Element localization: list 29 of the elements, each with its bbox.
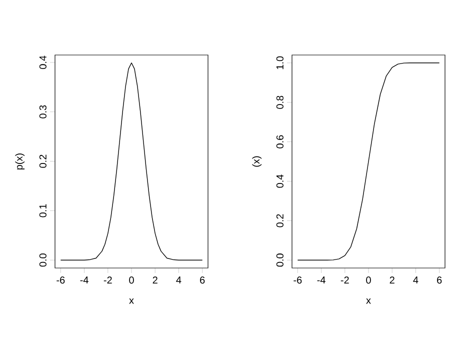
y-tick-label: 0.1 <box>39 204 46 218</box>
x-axis-title: x <box>129 298 134 304</box>
x-tick-label: 0 <box>366 276 371 284</box>
y-tick-label: 0.4 <box>276 174 284 188</box>
y-tick-label: 1.0 <box>276 56 284 70</box>
x-tick-label: -4 <box>80 276 88 284</box>
x-tick-label: 4 <box>413 276 418 284</box>
x-tick-label: 0 <box>129 276 134 284</box>
x-tick-label: -6 <box>294 276 302 284</box>
x-tick-label: -2 <box>340 276 349 284</box>
x-axis-title: x <box>366 298 371 304</box>
x-tick-label: 4 <box>176 276 182 284</box>
y-tick-label: 0.0 <box>39 254 46 267</box>
y-tick-label: 0.3 <box>39 105 46 118</box>
x-tick-label: -4 <box>317 276 326 284</box>
y-tick-label: 0.0 <box>276 254 284 267</box>
x-tick-label: -2 <box>104 276 112 284</box>
y-tick-label: 0.2 <box>39 154 46 168</box>
y-tick-label: 0.4 <box>39 56 46 69</box>
x-tick-label: 6 <box>437 276 442 284</box>
y-tick-label: 0.8 <box>276 96 284 109</box>
y-tick-label: 0.2 <box>276 214 284 228</box>
x-tick-label: 2 <box>390 276 394 284</box>
x-tick-label: 2 <box>152 276 158 284</box>
y-axis-title: (x) <box>252 156 262 167</box>
x-tick-label: 6 <box>200 276 205 284</box>
x-tick-label: -6 <box>56 276 65 284</box>
y-tick-label: 0.6 <box>276 135 284 148</box>
y-axis-title: p(x) <box>15 154 25 170</box>
